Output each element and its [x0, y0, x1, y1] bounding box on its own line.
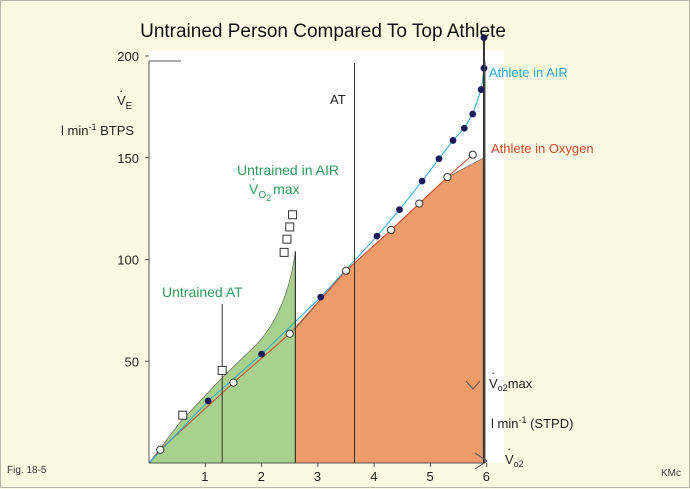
y-tick-label-100: 100 [117, 253, 139, 268]
air-point-4 [396, 206, 403, 214]
x-tick-label-1: 1 [201, 469, 208, 484]
y-tick-label-50: 50 [125, 354, 139, 369]
oxygen-point-2 [285, 329, 294, 338]
legend-athlete-oxygen: Athlete in Oxygen [491, 141, 594, 156]
oxygen-point-6 [443, 172, 452, 182]
untrained-vo2max-symbol: VO2max [249, 181, 300, 203]
air-point-10 [477, 86, 485, 93]
x-tick-label-6: 6 [483, 469, 490, 484]
y-tick-label-200: 200 [117, 49, 139, 64]
air-point-1 [258, 350, 265, 358]
x-axis-label-max-dot: · [491, 365, 495, 380]
air-point-11 [480, 64, 488, 72]
untrained-at-label: Untrained AT [162, 284, 243, 300]
air-point-6 [435, 155, 443, 163]
vo2max-pointer [465, 380, 481, 390]
x-axis-arrow [474, 452, 488, 470]
untrained-point-5 [288, 210, 298, 220]
oxygen-point-1 [229, 378, 238, 387]
athlete-at-label: AT [330, 92, 346, 107]
oxygen-origin-marker [156, 445, 165, 454]
y-axis-label-symbol: VE [117, 93, 133, 112]
x-axis-symbol-dot: · [507, 441, 511, 456]
x-axis-label-max: Vo2max [489, 376, 533, 393]
air-point-3 [373, 232, 381, 240]
x-tick-label-5: 5 [427, 469, 434, 484]
oxygen-point-4 [386, 225, 396, 235]
air-point-8 [460, 124, 468, 132]
untrained-vo2max-label: Untrained in AIR [237, 162, 339, 178]
untrained-point-1 [217, 365, 227, 375]
untrained-point-4 [285, 222, 295, 232]
air-point-7 [449, 137, 457, 144]
legend-athlete-air: Athlete in AIR [489, 65, 568, 80]
x-axis-symbol: Vo2 [505, 452, 524, 469]
tick-layer: 1 2 3 4 5 6 50 100 150 200 [117, 49, 490, 484]
air-point-12 [480, 34, 488, 42]
oxygen-point-5 [415, 199, 424, 208]
oxygen-point-7 [468, 150, 477, 159]
air-point-0 [204, 397, 212, 405]
figure-label: Fig. 18-5 [7, 465, 47, 476]
x-axis-label-units: l min-1 (STPD) [491, 415, 573, 431]
y-tick-label-150: 150 [117, 151, 139, 166]
untrained-point-2 [279, 247, 289, 257]
chart-title: Untrained Person Compared To Top Athlete [140, 21, 506, 42]
x-tick-label-2: 2 [258, 469, 265, 484]
x-tick-label-3: 3 [314, 469, 321, 484]
air-point-9 [469, 110, 477, 118]
credit-label: KMc [661, 468, 681, 479]
y-axis-label-units: l min-1 BTPS [61, 122, 134, 138]
air-point-5 [418, 177, 426, 185]
series-layer [148, 34, 488, 464]
athlete-air-line [148, 37, 485, 464]
untrained-point-3 [282, 234, 292, 244]
untrained-vo2max-dot: · [251, 170, 256, 186]
oxygen-point-3 [341, 266, 351, 275]
untrained-point-0 [178, 410, 188, 420]
x-tick-label-4: 4 [370, 469, 377, 484]
air-point-2 [317, 293, 325, 301]
y-axis-label-dot: · [119, 83, 123, 98]
